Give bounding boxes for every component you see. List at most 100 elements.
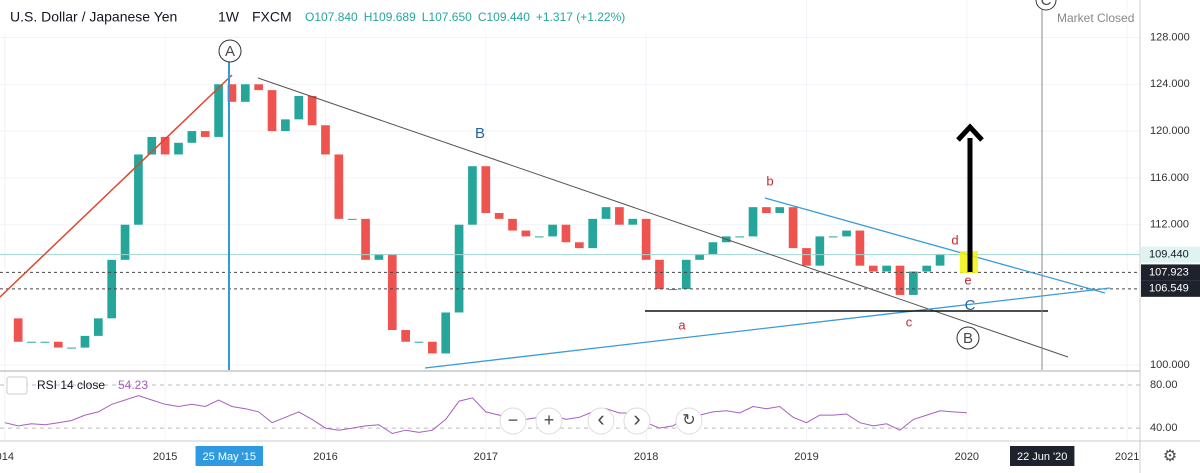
price-pane [0,0,1140,441]
wave-label: C [965,297,976,314]
candle [428,341,437,354]
candle [735,236,745,238]
ohlc-value: L107.650 [422,10,472,24]
reset-icon: ↻ [682,412,695,429]
candle [615,207,624,225]
trend-line [424,287,1111,369]
candle [762,207,771,214]
candle [695,253,704,260]
candle [107,259,117,319]
x-tick-label: 2016 [313,451,337,463]
controls: − + ‹ › ↻ ⚙ [499,406,1177,465]
candle [882,265,891,272]
candle [454,224,464,313]
x-tick-label: 2017 [474,451,498,463]
candle [681,259,691,290]
wave-label: a [678,317,686,332]
trend-line [764,197,1106,294]
ohlc-value: O107.840 [305,10,358,24]
rsi-pane [0,384,1140,435]
interval: 1W [218,9,240,25]
zoom-out-button[interactable] [499,407,527,435]
ohlc-value: H109.689 [364,10,416,24]
candle [401,330,410,342]
candle [414,341,424,343]
price-label-bg [1141,264,1200,281]
candle [200,131,210,137]
candle [802,248,811,266]
candle [601,207,611,219]
candle [481,166,491,214]
wave-label: d [951,232,958,247]
candle [628,218,638,225]
x-tick-label: 2019 [794,451,818,463]
wave-label: B [963,330,973,347]
rsi-value: 54.23 [118,378,148,392]
candle [655,259,664,290]
time-label: 25 May '15 [203,451,256,463]
candle [160,136,170,155]
candle [828,236,838,238]
candle [508,218,517,231]
candle [468,166,477,225]
ohlc-value: C109.440 [478,10,530,24]
price-label: 107.923 [1149,266,1189,278]
candle [27,341,36,343]
x-tick-label: 2015 [153,451,177,463]
candle [775,207,785,214]
price-label-bg [1141,246,1200,263]
ohlc-value: +1.317 (+1.22%) [536,10,625,24]
candle [174,142,183,155]
time-label-bg [1009,446,1075,466]
settings-button[interactable]: ⚙ [1163,448,1177,465]
y-tick-label: 124.000 [1150,78,1190,90]
price-label: 109.440 [1149,249,1189,261]
candle [267,90,277,132]
reset-button[interactable] [675,407,703,435]
zoom-in-icon: + [544,410,555,430]
wave-label: A [225,43,235,60]
scroll-left-button[interactable] [587,407,615,435]
candle [561,224,571,243]
candle [120,224,130,260]
x-tick-label: 014 [0,451,14,463]
scroll-right-icon: › [633,406,640,431]
rsi-tick-label: 80.00 [1150,379,1178,391]
candle [895,265,905,295]
candle [80,335,90,348]
candle [13,318,23,342]
wave-label: B [475,125,485,142]
symbol: U.S. Dollar / Japanese Yen [10,9,177,25]
wave-label: e [964,272,971,287]
candle [187,131,197,143]
y-tick-label: 120.000 [1150,125,1190,137]
x-tick-label: 2021 [1115,451,1139,463]
rsi-tick-label: 40.00 [1150,422,1178,434]
arrow-head [956,123,984,142]
candle [334,154,344,219]
trend-line [0,74,233,298]
y-tick-label: 100.000 [1150,359,1190,371]
candle [53,341,63,348]
scroll-left-icon: ‹ [597,406,604,431]
candle [214,84,223,137]
candle [534,236,544,238]
time-label: 22 Jun '20 [1017,451,1067,463]
y-tick-label: 116.000 [1150,172,1189,184]
candle [307,95,317,126]
ohlc: O107.840 H109.689 L107.650 C109.440 +1.317 (… [305,10,625,24]
scroll-right-button[interactable] [623,407,651,435]
candle [254,84,264,91]
rsi-line [4,395,967,435]
time-label-bg [195,446,264,466]
collapse-button[interactable] [6,376,28,395]
candle [40,341,50,343]
circle [1035,0,1057,11]
candle [909,271,918,295]
candle [708,242,718,254]
candle [815,236,825,266]
wave-label: C [1041,0,1052,9]
zoom-in-button[interactable] [535,407,563,435]
candle [588,218,598,249]
